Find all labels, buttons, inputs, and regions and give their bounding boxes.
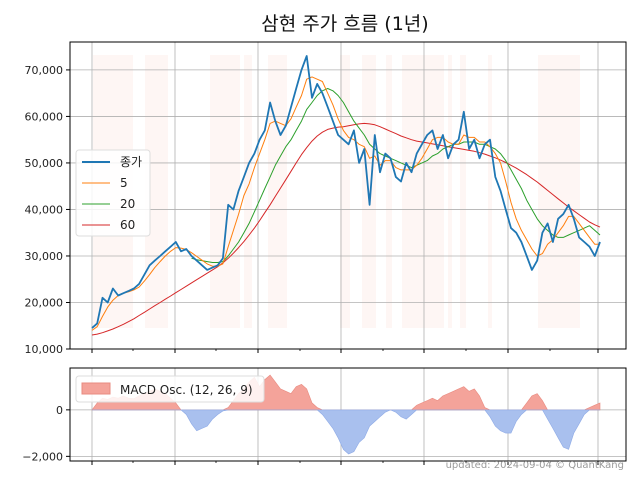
price-plot-background [70,42,626,349]
price-y-tick-label-2: 30,000 [25,250,64,263]
macd-negative-area [92,409,600,455]
legend-label-close: 종가 [120,155,142,169]
price-series [91,55,601,336]
highlight-band-8 [402,55,444,328]
highlight-band-11 [488,55,492,328]
macd-y-axis: −2,000 0 [22,404,70,463]
price-y-tick-label-3: 40,000 [25,203,64,216]
macd-panel: −2,000 0 MACD Osc. (12, 26, 9) [22,367,627,465]
legend-label-macd: MACD Osc. (12, 26, 9) [120,383,253,397]
price-legend-box [75,149,151,237]
macd-y-tick-label-0: −2,000 [22,450,63,463]
price-y-tick-label-6: 70,000 [25,64,64,77]
macd-y-tick-label-1: 0 [56,404,63,417]
highlight-band-3 [244,55,252,328]
price-x-axis [91,349,599,353]
highlight-band-12 [538,55,580,328]
price-plot-frame [69,41,627,350]
highlight-band-4 [268,55,287,328]
price-legend: 종가 5 20 60 [75,149,151,237]
legend-label-ma60: 60 [120,218,135,232]
legend-swatch-macd [81,382,111,395]
macd-series [91,374,601,455]
price-y-axis: 10,000 20,000 30,000 40,000 50,000 60,000 70,0… [25,64,70,356]
price-panel: 10,000 20,000 30,000 40,000 50,000 60,000 70,0… [25,41,627,356]
ma5-line [91,76,600,331]
highlight-band-7 [386,55,392,328]
price-y-tick-label-0: 10,000 [25,343,64,356]
macd-legend: MACD Osc. (12, 26, 9) [75,375,265,403]
macd-plot-frame [69,367,627,462]
highlight-band-5 [340,55,350,328]
legend-label-ma5: 5 [120,176,128,190]
price-y-tick-label-1: 20,000 [25,296,64,309]
chart-title: 삼현 주가 흐름 (1년) [261,13,428,35]
close-price-line [91,55,601,329]
ma20-line [191,88,601,263]
price-y-tick-label-5: 60,000 [25,110,64,123]
highlight-band-10 [460,55,466,328]
legend-label-ma20: 20 [120,197,135,211]
footer-updated: updated: 2024-09-04 © QuantKang [446,460,624,471]
highlight-band-2 [210,55,240,328]
ma60-line [91,122,601,336]
highlight-band-9 [448,55,452,328]
macd-legend-box [75,375,265,403]
macd-x-axis [91,461,599,465]
price-y-tick-label-4: 50,000 [25,157,64,170]
